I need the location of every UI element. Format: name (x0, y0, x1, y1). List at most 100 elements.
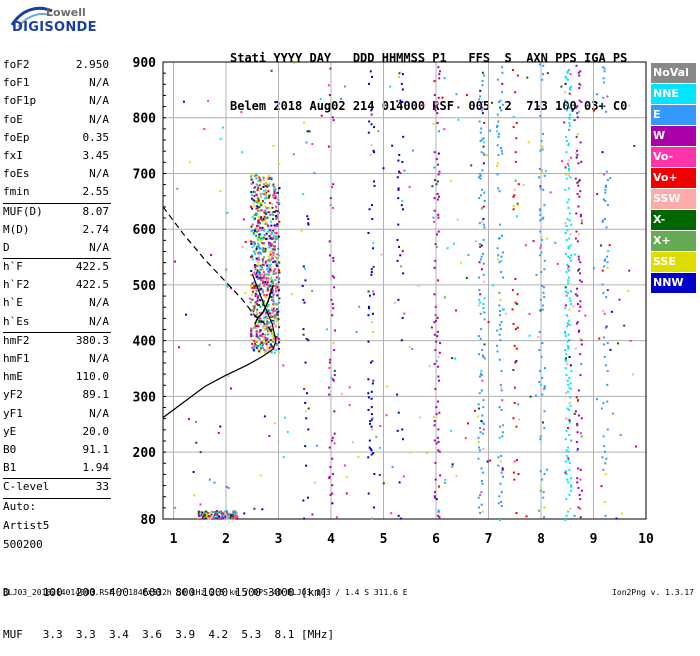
echo-mark (576, 192, 579, 195)
echo-mark (334, 329, 337, 332)
echo-mark (539, 244, 542, 247)
echo-mark (307, 428, 310, 431)
echo-mark (219, 190, 222, 193)
x-tick-label: 8 (537, 532, 545, 547)
echo-mark (464, 437, 467, 440)
echo-mark (601, 219, 604, 222)
echo-mark (465, 94, 468, 97)
echo-mark (373, 473, 376, 476)
param-label: yE (3, 424, 17, 438)
echo-mark (513, 460, 516, 463)
echo-mark (539, 438, 542, 441)
param-value: N/A (89, 352, 109, 365)
echo-mark (264, 326, 267, 329)
echo-mark (436, 102, 439, 105)
param-value: 33 (95, 480, 109, 494)
echo-mark (201, 511, 204, 514)
echo-mark (235, 517, 238, 520)
echo-mark (605, 296, 608, 299)
param-separator (3, 331, 111, 333)
echo-mark (399, 254, 402, 257)
echo-mark (564, 367, 567, 370)
echo-mark (580, 343, 583, 346)
echo-mark (371, 360, 374, 363)
echo-mark (225, 516, 228, 519)
echo-mark (564, 335, 567, 338)
echo-mark (275, 195, 278, 198)
echo-mark (272, 322, 275, 325)
echo-mark (345, 492, 348, 495)
echo-mark (601, 220, 604, 223)
param-row: yF1 N/A (3, 406, 111, 424)
echo-mark (604, 186, 607, 189)
echo-mark (271, 335, 274, 338)
param-row: foF2 2.950 (3, 57, 111, 75)
echo-mark (479, 173, 482, 176)
echo-mark (569, 382, 572, 385)
echo-mark (437, 163, 440, 166)
echo-mark (203, 127, 206, 130)
echo-mark (398, 245, 401, 248)
echo-mark (436, 330, 439, 333)
echo-mark (205, 513, 208, 516)
echo-mark (541, 342, 544, 345)
echo-mark (632, 373, 635, 376)
echo-mark (217, 516, 220, 519)
echo-mark (489, 459, 492, 462)
echo-mark (307, 222, 310, 225)
echo-mark (633, 144, 636, 147)
echo-mark (592, 267, 595, 270)
echo-mark (397, 197, 400, 200)
echo-mark (554, 241, 557, 244)
echo-mark (261, 302, 264, 305)
echo-mark (261, 226, 264, 229)
echo-mark (270, 258, 273, 261)
echo-mark (273, 351, 276, 354)
echo-mark (539, 185, 542, 188)
echo-mark (567, 457, 570, 460)
echo-mark (214, 511, 217, 514)
echo-mark (570, 254, 573, 257)
echo-mark (263, 216, 266, 219)
echo-mark (580, 417, 583, 420)
echo-mark (496, 165, 499, 168)
echo-mark (261, 263, 264, 266)
echo-mark (483, 297, 486, 300)
echo-mark (599, 244, 602, 247)
echo-mark (609, 348, 612, 351)
echo-mark (567, 319, 570, 322)
echo-mark (370, 413, 373, 416)
echo-mark (251, 258, 254, 261)
echo-mark (577, 399, 580, 402)
echo-mark (482, 205, 485, 208)
echo-mark (268, 321, 271, 324)
echo-mark (538, 381, 541, 384)
echo-mark (564, 417, 567, 420)
echo-mark (265, 183, 268, 186)
echo-mark (578, 258, 581, 261)
echo-mark (542, 286, 545, 289)
echo-mark (224, 510, 227, 513)
echo-mark (372, 452, 375, 455)
muf-distance-table: D 100 200 400 600 800 1000 1500 3000 [km… (3, 558, 334, 656)
echo-mark (456, 218, 459, 221)
echo-mark (255, 329, 258, 332)
param-label: foEp (3, 130, 30, 144)
echo-mark (564, 286, 567, 289)
echo-mark (257, 229, 260, 232)
echo-mark (230, 517, 233, 520)
echo-mark (173, 260, 176, 263)
echo-mark (535, 274, 538, 277)
echo-mark (250, 327, 253, 330)
echo-mark (435, 183, 438, 186)
muf-row: MUF 3.3 3.3 3.4 3.6 3.9 4.2 5.3 8.1 [MHz… (3, 628, 334, 642)
echo-mark (541, 238, 544, 241)
echo-mark (272, 303, 275, 306)
echo-mark (263, 219, 266, 222)
echo-mark (266, 264, 269, 267)
echo-mark (605, 110, 608, 113)
echo-mark (265, 312, 268, 315)
echo-mark (564, 349, 567, 352)
echo-mark (249, 285, 252, 288)
echo-mark (286, 431, 289, 434)
